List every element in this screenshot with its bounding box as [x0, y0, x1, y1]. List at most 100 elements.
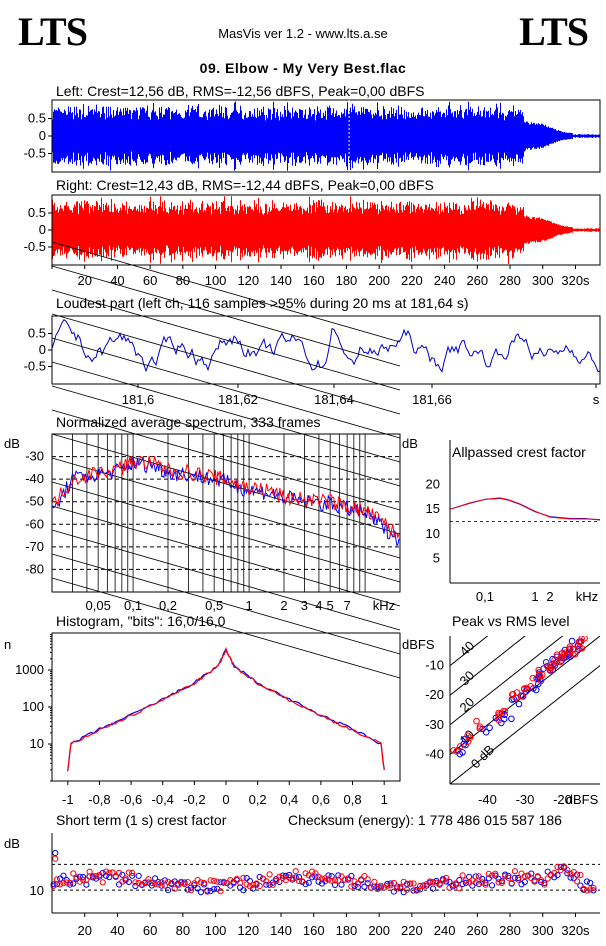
- crest-short-xtick-label: 120: [237, 923, 259, 938]
- loudest-ytick-label: 0.5: [28, 326, 46, 341]
- spectrum-ytick-label: -70: [25, 539, 44, 554]
- right-wave-xtick-label: 160: [303, 273, 325, 288]
- peak-rms-diag-label: 30: [457, 668, 478, 689]
- crest-short-point: [148, 880, 155, 887]
- right-wave-xtick-label: 300: [532, 273, 554, 288]
- crest-short-point: [145, 876, 152, 883]
- file-title: 09. Elbow - My Very Best.flac: [199, 60, 407, 76]
- crest-short-point: [210, 886, 217, 893]
- crest-short-point: [495, 879, 502, 886]
- allpass-ytick-label: 20: [426, 477, 440, 492]
- crest-short-point: [508, 880, 515, 887]
- crest-short-point: [577, 871, 584, 879]
- histogram-xtick-label: 0,6: [312, 792, 330, 807]
- loudest-xtick-label: 181,66: [412, 392, 452, 407]
- crest-short-point: [256, 873, 263, 881]
- crest-short-point: [119, 878, 126, 885]
- spectrum-xtick-label: 3: [301, 598, 308, 613]
- right-wave-xtick-label: 40: [110, 273, 124, 288]
- spectrum-xtick-label: 2: [280, 598, 287, 613]
- histogram-xtick-label: 1: [381, 792, 388, 807]
- crest-short-point: [99, 879, 106, 886]
- allpass-xtick-label: 1: [531, 589, 538, 604]
- left-wave-ytick-label: 0: [39, 128, 46, 143]
- crest-short-point: [214, 878, 221, 885]
- crest-short-point: [266, 871, 273, 878]
- crest-short-point: [590, 884, 597, 892]
- crest-short-point: [312, 870, 319, 877]
- peak-rms-diagonal: [450, 636, 564, 726]
- spectrum-slope-line: [51, 265, 401, 367]
- crest-short-xtick-label: 180: [336, 923, 358, 938]
- peak-rms-diag-label: 20: [457, 694, 478, 715]
- histogram-xtick-label: 0,8: [344, 792, 362, 807]
- crest-short-point: [384, 882, 391, 889]
- crest-short-point: [89, 873, 97, 880]
- peak-rms-point: [535, 670, 543, 678]
- crest-short-point: [531, 878, 538, 885]
- crest-short-point: [554, 863, 561, 871]
- crest-short-point: [106, 874, 113, 881]
- histogram-series-1: [67, 646, 385, 771]
- crest-short-point: [263, 878, 270, 885]
- crest-short-point: [335, 872, 342, 879]
- crest-short-point: [420, 882, 427, 890]
- crest-short-point: [243, 881, 250, 888]
- histogram-xtick-label: 0,4: [280, 792, 298, 807]
- crest-short-point: [122, 875, 129, 882]
- crest-short-point: [328, 873, 335, 880]
- spectrum-xtick-label: 1: [245, 598, 252, 613]
- crest-short-point: [560, 863, 568, 870]
- crest-short-point: [492, 872, 499, 879]
- crest-short-point: [70, 870, 77, 877]
- peak-rms-point: [454, 747, 462, 754]
- crest-short-point: [246, 883, 253, 890]
- loudest-trace: [51, 318, 601, 373]
- right-wave-xtick-label: 80: [176, 273, 190, 288]
- peak-rms-point: [535, 666, 543, 674]
- crest-short-point: [590, 887, 597, 894]
- crest-short-point: [165, 878, 172, 886]
- crest-short-point: [472, 873, 479, 880]
- crest-short-point: [511, 868, 519, 875]
- allpass-title: Allpassed crest factor: [452, 444, 586, 460]
- peak-rms-point: [515, 700, 523, 708]
- app-title: MasVis ver 1.2 - www.lts.a.se: [218, 26, 388, 41]
- crest-short-ytick-label: 10: [30, 883, 44, 898]
- crest-short-point: [502, 872, 509, 880]
- crest-short-point: [521, 878, 528, 886]
- spectrum-ytick-label: -40: [25, 471, 44, 486]
- crest-short-point: [397, 883, 404, 890]
- spectrum-xtick-label: 7: [343, 598, 350, 613]
- crest-short-point: [371, 878, 378, 885]
- crest-short-point: [279, 872, 286, 879]
- crest-short-point: [528, 870, 535, 877]
- crest-short-point: [315, 873, 322, 881]
- histogram-xtick-label: 0,2: [249, 792, 267, 807]
- crest-short-point: [83, 876, 90, 883]
- crest-short-point: [567, 874, 574, 881]
- spectrum-slope-line: [51, 361, 401, 463]
- crest-short-xtick-label: 160: [303, 923, 325, 938]
- crest-short-point: [377, 882, 384, 890]
- crest-short-point: [557, 867, 564, 874]
- crest-short-point: [354, 880, 361, 887]
- peak-rms-point: [482, 728, 490, 736]
- crest-short-title: Short term (1 s) crest factor: [56, 812, 227, 828]
- crest-short-point: [462, 879, 469, 886]
- peak-rms-ytick-label: -10: [425, 658, 444, 673]
- crest-short-point: [488, 882, 496, 889]
- crest-short-point: [86, 868, 93, 875]
- crest-short-point: [210, 877, 217, 885]
- peak-rms-ytick-label: -20: [425, 687, 444, 702]
- crest-short-point: [410, 880, 417, 887]
- right-wave-title: Right: Crest=12,43 dB, RMS=-12,44 dBFS, …: [56, 177, 434, 193]
- crest-short-xtick-label: 240: [434, 923, 456, 938]
- crest-short-point: [66, 879, 74, 886]
- crest-short-point: [341, 876, 348, 883]
- right-wave-xtick-label: 200: [368, 273, 390, 288]
- crest-short-point: [161, 882, 168, 889]
- crest-short-point: [93, 872, 100, 880]
- crest-short-point: [452, 880, 460, 887]
- peak-rms-point: [510, 695, 518, 703]
